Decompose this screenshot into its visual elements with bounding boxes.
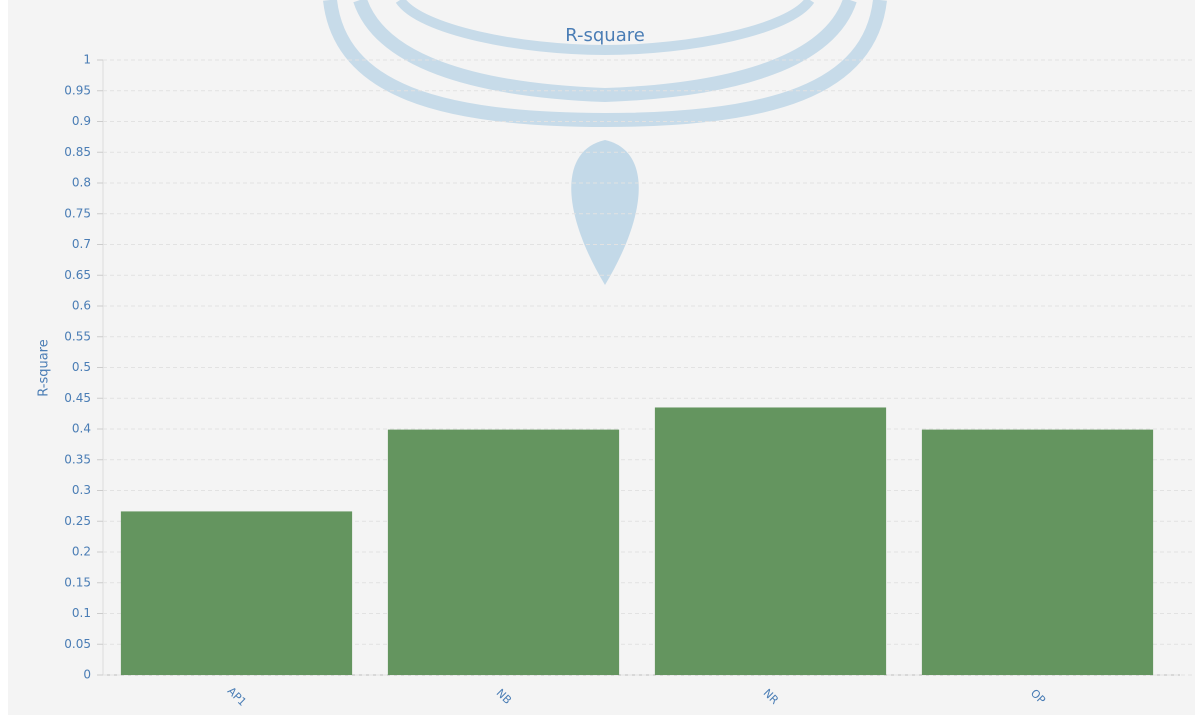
y-tick-label: 0.55 <box>64 329 91 343</box>
y-tick-label: 0.3 <box>72 483 91 497</box>
y-tick-label: 0.7 <box>72 237 91 251</box>
y-tick-label: 0.95 <box>64 83 91 97</box>
chart-title: R-square <box>565 25 645 46</box>
y-tick-label: 0.85 <box>64 145 91 159</box>
y-tick-label: 0.15 <box>64 575 91 589</box>
y-tick-label: 0.9 <box>72 114 91 128</box>
y-tick-label: 0.8 <box>72 176 91 190</box>
y-tick-label: 1 <box>83 53 91 67</box>
bar <box>120 511 353 675</box>
watermark-drop <box>571 140 639 285</box>
y-tick-label: 0.45 <box>64 391 91 405</box>
y-tick-label: 0.6 <box>72 299 91 313</box>
bar <box>654 407 887 675</box>
y-tick-label: 0.2 <box>72 545 91 559</box>
y-tick-label: 0.05 <box>64 637 91 651</box>
bar <box>921 429 1154 675</box>
y-tick-label: 0.65 <box>64 268 91 282</box>
y-tick-label: 0.35 <box>64 452 91 466</box>
y-tick-label: 0.25 <box>64 514 91 528</box>
bar <box>387 429 620 675</box>
y-tick-label: 0.4 <box>72 422 91 436</box>
y-tick-label: 0.75 <box>64 206 91 220</box>
y-tick-label: 0 <box>83 668 91 682</box>
y-tick-label: 0.1 <box>72 606 91 620</box>
y-tick-label: 0.5 <box>72 360 91 374</box>
y-axis-label: R-square <box>37 339 52 396</box>
watermark <box>323 0 887 128</box>
